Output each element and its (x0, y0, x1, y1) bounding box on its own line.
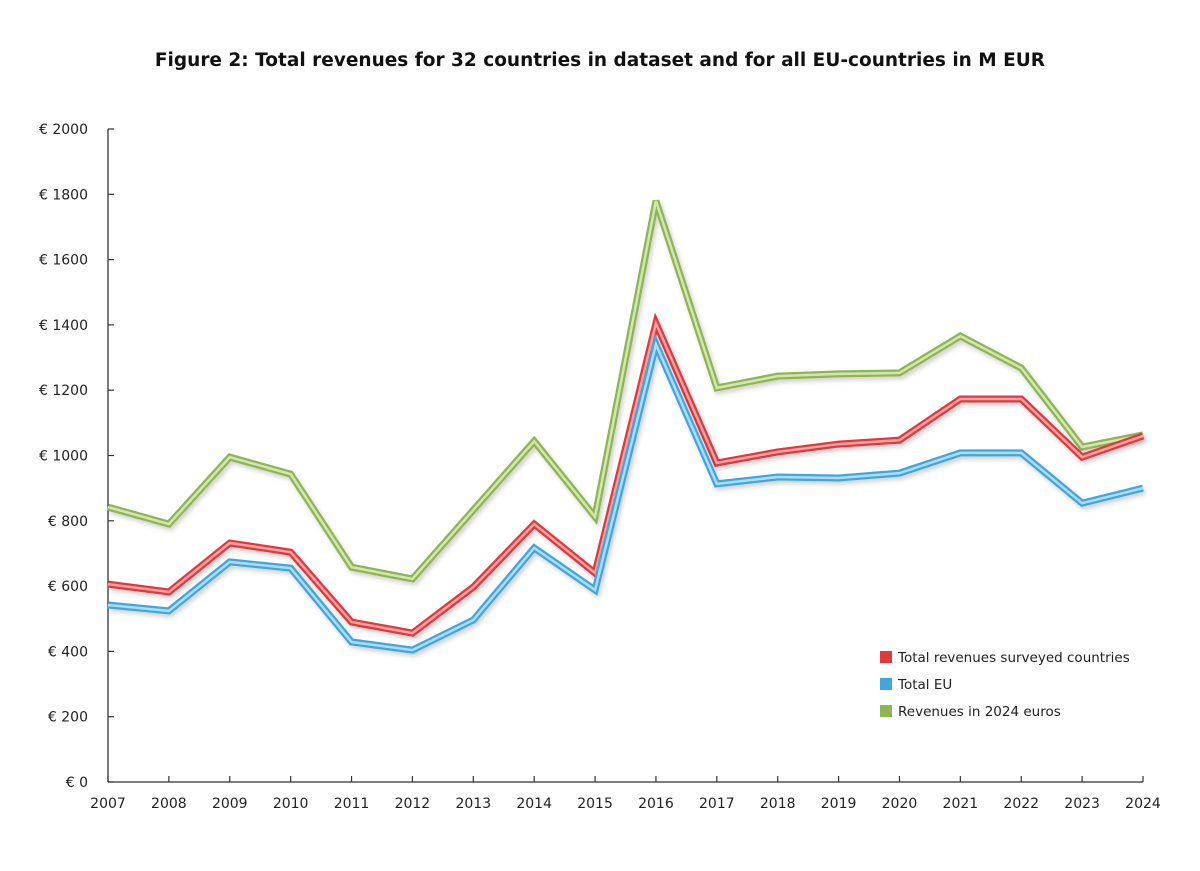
series-line-outer (107, 333, 1144, 654)
y-tick-label: € 800 (48, 514, 88, 530)
x-tick-label: 2021 (943, 796, 979, 812)
x-tick-label: 2024 (1125, 796, 1161, 812)
y-tick-label: € 400 (48, 644, 88, 660)
y-tick-label: € 1600 (39, 253, 88, 269)
x-tick-label: 2013 (455, 796, 491, 812)
series-line-inner (107, 340, 1144, 652)
y-tick-label: € 1000 (39, 449, 88, 465)
series-line-outer (107, 199, 1144, 583)
y-tick-label: € 600 (48, 579, 88, 595)
legend-swatch (880, 705, 892, 717)
x-tick-label: 2011 (334, 796, 370, 812)
series-line-inner (107, 200, 1144, 581)
x-tick-label: 2020 (882, 796, 918, 812)
legend-swatch (880, 678, 892, 690)
chart-title: Figure 2: Total revenues for 32 countrie… (154, 50, 1046, 71)
series-line-inner (107, 319, 1144, 635)
series-line-3 (107, 199, 1144, 583)
x-tick-label: 2012 (395, 796, 431, 812)
y-tick-label: € 2000 (39, 122, 88, 138)
x-tick-label: 2019 (821, 796, 857, 812)
x-tick-label: 2007 (90, 796, 126, 812)
x-tick-label: 2009 (212, 796, 248, 812)
y-tick-label: € 200 (48, 710, 88, 726)
x-tick-label: 2017 (699, 796, 735, 812)
x-tick-label: 2023 (1064, 796, 1100, 812)
series-line-1 (107, 312, 1145, 637)
x-tick-label: 2014 (516, 796, 552, 812)
legend-label: Total EU (897, 677, 952, 693)
legend-label: Revenues in 2024 euros (898, 704, 1061, 720)
y-tick-label: € 1400 (39, 318, 88, 334)
legend-label: Total revenues surveyed countries (897, 650, 1130, 666)
x-tick-label: 2010 (273, 796, 309, 812)
x-tick-label: 2015 (577, 796, 613, 812)
x-tick-label: 2018 (760, 796, 796, 812)
x-tick-label: 2008 (151, 796, 187, 812)
y-tick-label: € 0 (66, 775, 88, 791)
y-tick-label: € 1800 (39, 187, 88, 203)
x-tick-label: 2016 (638, 796, 674, 812)
legend-swatch (880, 651, 892, 663)
y-tick-label: € 1200 (39, 383, 88, 399)
series-line-2 (107, 333, 1144, 654)
x-tick-label: 2022 (1003, 796, 1039, 812)
